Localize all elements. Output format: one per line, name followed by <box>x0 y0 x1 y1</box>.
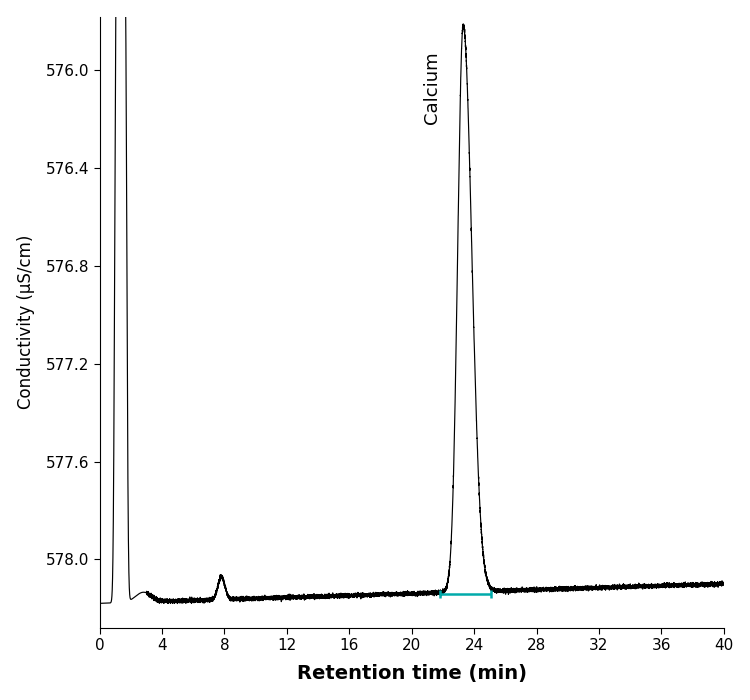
Text: Calcium: Calcium <box>423 52 441 124</box>
Y-axis label: Conductivity (μS/cm): Conductivity (μS/cm) <box>16 235 34 410</box>
X-axis label: Retention time (min): Retention time (min) <box>297 664 526 683</box>
